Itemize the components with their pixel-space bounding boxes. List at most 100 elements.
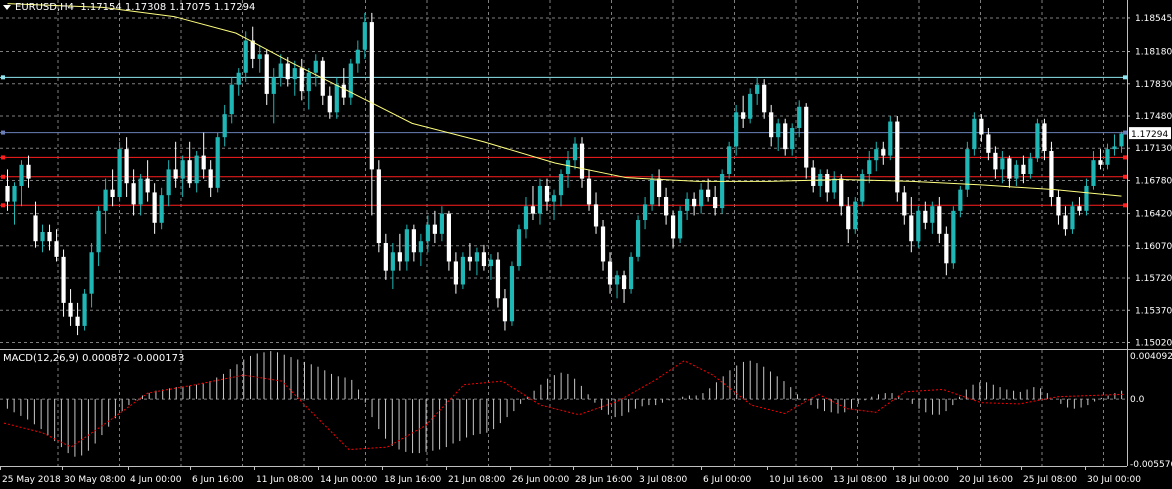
candle-bull: [103, 189, 108, 211]
candle-bull: [755, 84, 760, 94]
candle-bear: [593, 204, 599, 227]
candle-bull: [776, 123, 781, 138]
candle-bull: [418, 241, 423, 253]
candle-bear: [495, 259, 501, 299]
time-tick-label: 30 May 08:00: [64, 475, 126, 485]
grid-lines: [0, 0, 1127, 466]
candle-bear: [26, 164, 31, 179]
candle-bear: [621, 275, 627, 290]
candle-bear: [656, 178, 662, 198]
candle-bull: [734, 112, 739, 147]
candle-bear: [502, 298, 508, 322]
candle-bull: [425, 224, 430, 242]
candle-bear: [68, 302, 73, 317]
horizontal-line-handle[interactable]: [1123, 75, 1127, 80]
ohlc-values: 1.17154 1.17308 1.17075 1.17294: [80, 2, 256, 13]
candle-bear: [1063, 215, 1068, 230]
horizontal-line-handle[interactable]: [1, 174, 5, 179]
time-tick-label: 13 Jul 08:00: [833, 475, 887, 485]
last-price-tag[interactable]: [1129, 127, 1171, 140]
horizontal-line-handle[interactable]: [1123, 155, 1127, 160]
candle-bull: [916, 210, 921, 242]
horizontal-line-handle[interactable]: [1123, 130, 1127, 135]
time-tick-label: 25 Jul 08:00: [1023, 475, 1077, 485]
candle-bear: [383, 243, 388, 271]
candle-bull: [40, 232, 45, 242]
horizontal-line-handle[interactable]: [1123, 203, 1127, 208]
last-price-tag-text: 1.17294: [1131, 130, 1168, 140]
candle-bear: [909, 215, 914, 242]
time-tick-label: 18 Jun 16:00: [384, 475, 441, 485]
time-tick-label: 25 May 2018: [2, 475, 61, 485]
horizontal-line-handle[interactable]: [1, 130, 5, 135]
candle-bear: [706, 189, 711, 198]
macd-tick-label: -0.005576: [1130, 460, 1172, 470]
candle-bear: [895, 121, 900, 193]
horizontal-line-handle[interactable]: [1, 155, 5, 160]
chevron-down-icon[interactable]: [3, 4, 11, 10]
time-tick-label: 10 Jul 16:00: [769, 475, 823, 485]
chart-frame: [0, 0, 1172, 467]
candle-bear: [187, 160, 192, 184]
candle-bull: [229, 84, 234, 115]
candle-bear: [1098, 160, 1103, 165]
candle-bull: [404, 229, 409, 262]
candle-bear: [530, 206, 536, 214]
chart-header: EURUSD,H4 1.17154 1.17308 1.17075 1.1729…: [3, 2, 255, 14]
time-tick-label: 21 Jun 08:00: [448, 475, 505, 485]
candle-bear: [1049, 150, 1054, 198]
candle-bull: [82, 293, 87, 326]
candle-bear: [692, 198, 697, 207]
price-axis: 1.18545 1.18180 1.17830 1.17480 1.17294 1.171…: [1127, 14, 1172, 470]
candle-bear: [579, 143, 585, 179]
candle-bull: [355, 49, 360, 64]
candle-bull: [537, 185, 543, 214]
candle-bull: [635, 220, 641, 257]
time-tick-label: 26 Jun 00:00: [512, 475, 569, 485]
candle-bull: [965, 149, 970, 190]
candle-bull: [797, 106, 802, 128]
candle-bear: [110, 189, 115, 198]
horizontal-line-handle[interactable]: [1123, 174, 1127, 179]
moving-average-path: [7, 3, 1122, 197]
candle-bull: [12, 185, 17, 202]
candle-bear: [397, 252, 402, 262]
candle-bull: [930, 206, 935, 223]
candle-bull: [488, 259, 494, 267]
candle-bull: [138, 178, 143, 205]
candle-bull: [313, 60, 318, 73]
candle-bull: [194, 155, 199, 184]
time-tick-label: 4 Jun 00:00: [130, 475, 182, 485]
candle-bull: [572, 143, 578, 161]
candle-bear: [5, 185, 10, 202]
time-axis: 25 May 2018 30 May 08:00 4 Jun 00:00 6 Jun …: [0, 466, 1141, 485]
candle-bull: [1028, 158, 1033, 174]
price-tick-label: 1.15720: [1135, 274, 1172, 284]
candle-bull: [720, 174, 725, 209]
candle-bear: [1007, 158, 1012, 179]
candle-bear: [1077, 206, 1082, 211]
price-tick-label: 1.16070: [1135, 242, 1172, 252]
candle-bear: [47, 232, 52, 242]
candle-bull: [958, 189, 963, 211]
macd-tick-label: 0.004092: [1130, 352, 1172, 362]
candle-bear: [762, 84, 767, 113]
price-tick-label: 1.16420: [1135, 210, 1172, 220]
candle-bull: [1000, 158, 1005, 170]
candle-bull: [1119, 133, 1124, 147]
candle-bull: [642, 204, 648, 221]
candle-bear: [376, 169, 381, 244]
price-tick-label: 1.17830: [1135, 80, 1172, 90]
candle-bull: [166, 169, 171, 196]
candle-bear: [75, 316, 80, 326]
horizontal-line-handle[interactable]: [1, 75, 5, 80]
horizontal-line-handle[interactable]: [1, 203, 5, 208]
macd-signal-line: [3, 360, 1126, 451]
candle-bear: [453, 261, 459, 285]
candle-bull: [243, 40, 248, 73]
candle-bear: [783, 123, 788, 150]
candle-bear: [846, 206, 851, 230]
candle-bull: [19, 164, 24, 186]
time-tick-label: 3 Jul 08:00: [639, 475, 688, 485]
